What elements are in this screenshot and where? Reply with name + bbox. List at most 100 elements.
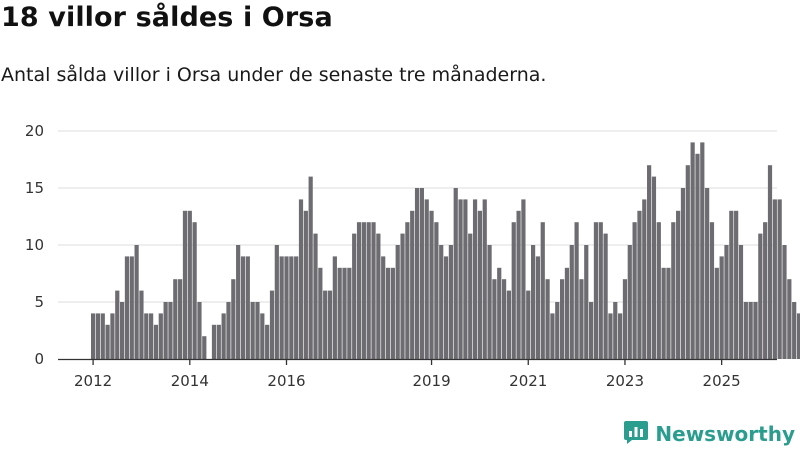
- bar: [332, 256, 337, 359]
- x-tick-label: 2019: [412, 372, 450, 390]
- bar: [734, 210, 739, 359]
- bar: [550, 313, 555, 359]
- bar: [787, 279, 792, 359]
- bar: [400, 233, 405, 359]
- bar: [269, 290, 275, 359]
- bar: [695, 153, 700, 359]
- bar: [231, 279, 236, 359]
- bar: [700, 142, 705, 359]
- bar: [439, 245, 444, 359]
- bar: [719, 256, 724, 359]
- bar: [690, 142, 695, 359]
- y-tick-label: 15: [25, 179, 44, 197]
- x-tick-label: 2025: [703, 372, 741, 390]
- bar: [120, 302, 125, 359]
- bar: [748, 302, 753, 359]
- bar: [453, 188, 458, 359]
- bar: [497, 267, 502, 359]
- bar: [656, 222, 661, 359]
- bar: [124, 256, 130, 359]
- bar: [613, 302, 618, 359]
- bar: [753, 302, 758, 359]
- bar: [676, 210, 681, 359]
- bar: [265, 324, 270, 359]
- bar: [729, 210, 734, 359]
- bar: [584, 245, 589, 359]
- bar: [782, 245, 787, 359]
- x-tick-label: 2023: [606, 372, 644, 390]
- y-tick-label: 10: [25, 236, 44, 254]
- bar: [105, 324, 110, 359]
- bar: [424, 199, 429, 359]
- bar: [405, 222, 410, 359]
- bar: [371, 222, 376, 359]
- bar: [410, 210, 415, 359]
- bar: [767, 165, 773, 359]
- x-tick-label: 2012: [74, 372, 112, 390]
- bar: [618, 313, 623, 359]
- bar: [182, 210, 188, 359]
- bar: [376, 233, 381, 359]
- bar: [593, 222, 599, 359]
- bar: [356, 222, 362, 359]
- bar: [434, 222, 439, 359]
- bar: [501, 279, 507, 359]
- bar: [709, 222, 715, 359]
- bar: [637, 210, 642, 359]
- bar: [530, 245, 536, 359]
- bar: [521, 199, 526, 359]
- bar: [579, 279, 584, 359]
- chart-title: 18 villor såldes i Orsa: [1, 2, 333, 33]
- bar: [221, 313, 226, 359]
- x-tick-label: 2014: [171, 372, 209, 390]
- bar: [211, 324, 217, 359]
- bar: [738, 245, 744, 359]
- bar: [603, 233, 608, 359]
- y-tick-label: 5: [34, 293, 44, 311]
- x-tick-label: 2016: [267, 372, 305, 390]
- bar: [298, 199, 304, 359]
- bar: [240, 256, 246, 359]
- bar: [115, 290, 120, 359]
- bar: [540, 222, 545, 359]
- bar: [468, 233, 473, 359]
- bar: [313, 233, 318, 359]
- bar: [134, 245, 139, 359]
- bar: [516, 210, 521, 359]
- bar: [463, 199, 468, 359]
- bar: [366, 222, 371, 359]
- bar: [642, 199, 647, 359]
- bar: [168, 302, 173, 359]
- bar: [279, 256, 284, 359]
- bar: [482, 199, 487, 359]
- bar: [95, 313, 101, 359]
- bar: [472, 199, 478, 359]
- bar: [792, 302, 797, 359]
- bar: [443, 256, 449, 359]
- bar: [149, 313, 154, 359]
- bar: [545, 279, 550, 359]
- bar: [395, 245, 400, 359]
- bar: [535, 256, 541, 359]
- bar: [627, 245, 632, 359]
- bar: [526, 290, 531, 359]
- bar: [139, 290, 144, 359]
- bar: [91, 313, 96, 359]
- bar: [381, 256, 386, 359]
- bar: [226, 302, 231, 359]
- bar: [260, 313, 265, 359]
- x-axis: 2012 2014 2016 2019 2021 2023 2025: [58, 358, 777, 390]
- bar: [284, 256, 289, 359]
- bar: [477, 210, 482, 359]
- bar: [192, 222, 197, 359]
- bar: [245, 256, 250, 359]
- bar: [661, 267, 666, 359]
- bar: [323, 290, 328, 359]
- bar: [236, 245, 241, 359]
- bar: [385, 267, 391, 359]
- bar: [178, 279, 183, 359]
- bar: [458, 199, 463, 359]
- bar: [569, 245, 574, 359]
- bar: [342, 267, 347, 359]
- bar: [598, 222, 603, 359]
